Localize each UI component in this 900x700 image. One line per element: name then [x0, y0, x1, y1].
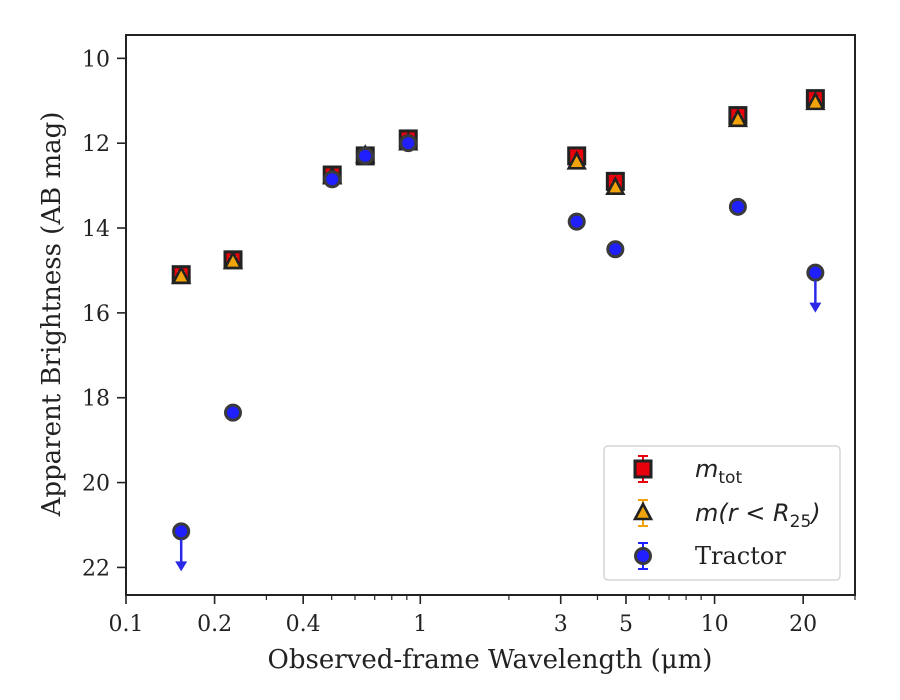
y-tick-label: 22 — [82, 556, 110, 581]
x-tick-label: 20 — [789, 612, 817, 637]
point-tractor — [728, 197, 747, 216]
point-tractor — [356, 146, 375, 165]
point-tractor — [399, 134, 418, 153]
y-tick-label: 10 — [82, 47, 110, 72]
point-m_r25 — [222, 250, 244, 270]
y-tick-label: 18 — [82, 387, 110, 412]
upper-limit-arrowhead — [175, 561, 188, 572]
point-m_r25 — [727, 108, 749, 128]
point-tractor — [172, 522, 191, 541]
legend-box — [603, 445, 841, 581]
y-axis-label: Apparent Brightness (AB mag) — [37, 112, 67, 518]
point-tractor — [806, 263, 825, 282]
y-tick-label: 16 — [82, 302, 110, 327]
plot-frame — [125, 34, 856, 596]
point-m_r25 — [805, 91, 826, 111]
legend: mtot m(r < R25) Tractor — [603, 445, 841, 581]
legend-label-m_tot: mtot — [695, 455, 742, 488]
point-tractor — [224, 403, 243, 422]
point-tractor — [323, 170, 342, 189]
legend-label-m_r25: m(r < R25) — [695, 499, 821, 532]
x-tick-label: 5 — [619, 612, 633, 637]
legend-marker-tractor — [634, 547, 652, 565]
series-tractor — [172, 134, 825, 572]
x-tick-label: 3 — [554, 612, 568, 637]
point-tractor — [606, 240, 625, 259]
x-tick-label: 0.4 — [286, 612, 321, 637]
y-tick-label: 12 — [82, 132, 110, 157]
x-axis-label: Observed-frame Wavelength (μm) — [268, 645, 713, 675]
point-m_r25 — [566, 150, 587, 170]
y-tick-label: 20 — [82, 472, 110, 497]
legend-marker-m_r25 — [632, 501, 654, 521]
legend-marker-m_tot — [633, 459, 653, 479]
data-series — [171, 89, 826, 572]
x-tick-label: 0.2 — [197, 612, 232, 637]
upper-limit-arrowhead — [809, 302, 822, 313]
x-axis: 0.1 0.2 0.4 1 3 5 10 20 — [109, 595, 856, 637]
x-tick-label: 1 — [413, 612, 427, 637]
x-tick-label: 10 — [701, 612, 729, 637]
point-m_r25 — [171, 265, 192, 285]
point-m_r25 — [605, 175, 626, 196]
point-tractor — [567, 212, 586, 231]
x-tick-label: 0.1 — [109, 612, 144, 637]
plot-area — [125, 34, 856, 596]
y-tick-label: 14 — [82, 217, 110, 242]
legend-label-tractor: Tractor — [695, 542, 786, 570]
y-axis: 10 12 14 16 18 20 22 — [82, 47, 126, 581]
